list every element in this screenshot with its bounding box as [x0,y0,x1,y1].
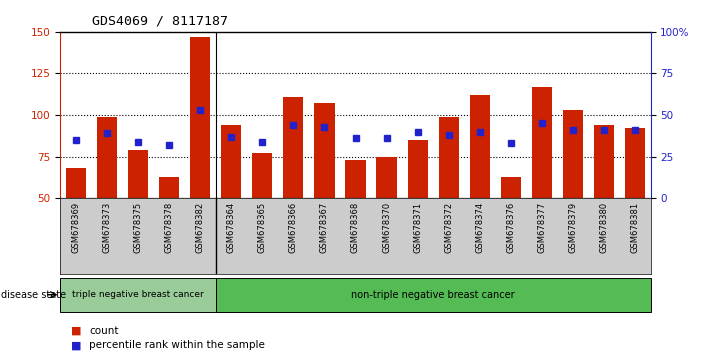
Bar [563,110,583,198]
Bar [60,278,215,312]
Text: percentile rank within the sample: percentile rank within the sample [89,340,264,350]
Text: GSM678382: GSM678382 [196,202,205,253]
Bar [625,129,645,198]
Text: GSM678380: GSM678380 [599,202,609,253]
Text: ■: ■ [71,340,82,350]
Bar [376,156,397,198]
Text: GSM678379: GSM678379 [568,202,577,253]
Bar [190,37,210,198]
Text: triple negative breast cancer: triple negative breast cancer [73,290,204,299]
Text: non-triple negative breast cancer: non-triple negative breast cancer [351,290,515,300]
Text: GDS4069 / 8117187: GDS4069 / 8117187 [92,14,228,27]
Bar [439,117,459,198]
Text: GSM678376: GSM678376 [506,202,515,253]
Bar [215,278,651,312]
Text: GSM678378: GSM678378 [165,202,173,253]
Text: GSM678373: GSM678373 [102,202,112,253]
Text: GSM678364: GSM678364 [227,202,236,253]
Text: GSM678368: GSM678368 [351,202,360,253]
Text: GSM678374: GSM678374 [475,202,484,253]
Bar [407,140,428,198]
Bar [501,177,521,198]
Bar [594,125,614,198]
Bar [346,160,365,198]
Text: count: count [89,326,118,336]
Bar [252,153,272,198]
Text: GSM678370: GSM678370 [382,202,391,253]
Text: GSM678375: GSM678375 [134,202,143,253]
Bar [221,125,241,198]
Text: GSM678367: GSM678367 [320,202,329,253]
Text: GSM678377: GSM678377 [538,202,546,253]
Text: GSM678366: GSM678366 [289,202,298,253]
Bar [532,87,552,198]
Bar [283,97,304,198]
Bar [470,95,490,198]
Text: GSM678365: GSM678365 [258,202,267,253]
Bar [97,117,117,198]
Bar [66,168,86,198]
Text: GSM678381: GSM678381 [631,202,639,253]
Text: ■: ■ [71,326,82,336]
Bar [159,177,179,198]
Bar [314,103,335,198]
Bar [128,150,148,198]
Text: GSM678371: GSM678371 [413,202,422,253]
Text: GSM678369: GSM678369 [72,202,80,253]
Text: disease state: disease state [1,290,66,300]
Text: GSM678372: GSM678372 [444,202,453,253]
